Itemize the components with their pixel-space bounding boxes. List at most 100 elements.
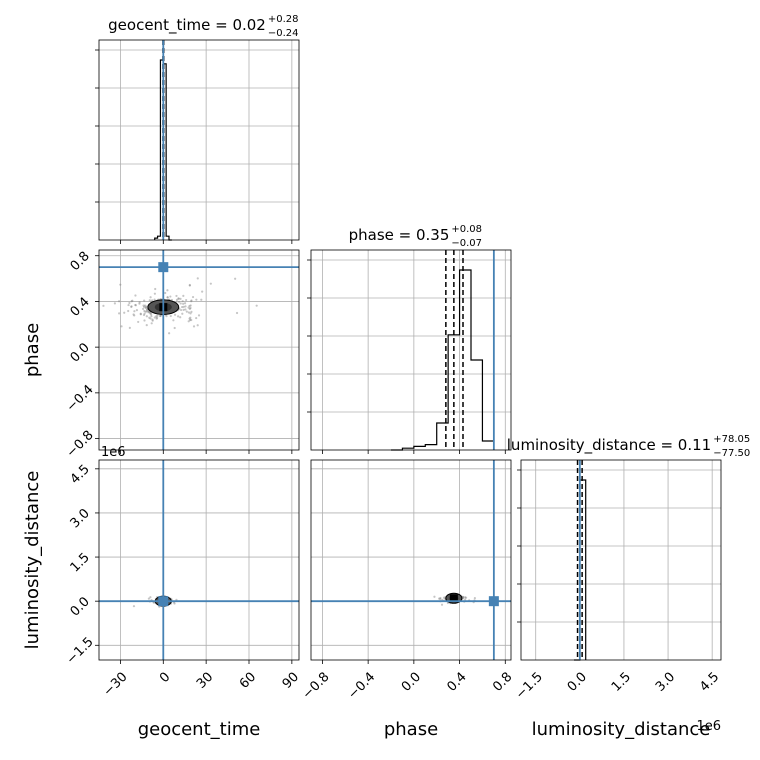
sample-point bbox=[255, 304, 258, 307]
sample-point bbox=[133, 314, 136, 317]
sample-point bbox=[196, 277, 199, 280]
sample-point bbox=[143, 299, 146, 302]
sample-point bbox=[192, 325, 196, 328]
panel-title: phase = 0.35 bbox=[349, 226, 450, 244]
sample-point bbox=[440, 603, 444, 606]
sample-point bbox=[181, 312, 184, 315]
sample-point bbox=[142, 313, 146, 317]
sample-point bbox=[128, 301, 131, 305]
sample-point bbox=[188, 284, 191, 287]
sample-point bbox=[142, 304, 145, 307]
title-upper-error: +78.05 bbox=[713, 434, 750, 445]
x-tick-label: −1.5 bbox=[513, 670, 546, 703]
x-tick-label: 0.0 bbox=[565, 670, 590, 695]
sample-point bbox=[179, 297, 182, 300]
sample-point bbox=[179, 308, 183, 312]
panel-phase-vs-luminosity_distance bbox=[310, 459, 512, 664]
y-tick-label: 0.4 bbox=[68, 295, 93, 320]
sample-point bbox=[143, 312, 146, 315]
sample-point bbox=[146, 308, 149, 311]
sample-point bbox=[148, 312, 152, 315]
sample-point bbox=[169, 314, 172, 318]
x-tick-label: 0.4 bbox=[445, 670, 470, 695]
sample-point bbox=[209, 282, 212, 285]
truth-marker bbox=[488, 596, 499, 607]
x-tick-label: 3.0 bbox=[653, 670, 678, 695]
sample-point bbox=[118, 312, 121, 315]
sample-point bbox=[131, 299, 134, 302]
sample-point bbox=[148, 316, 151, 319]
sample-point bbox=[197, 314, 201, 317]
sample-point bbox=[155, 316, 159, 319]
panel-title: luminosity_distance = 0.11 bbox=[507, 436, 711, 455]
sample-point bbox=[148, 299, 151, 302]
x-axis-label-luminosity_distance: luminosity_distance bbox=[532, 719, 711, 740]
sample-point bbox=[187, 320, 190, 323]
sample-point bbox=[172, 319, 175, 322]
y-tick-label: 4.5 bbox=[68, 462, 93, 487]
sample-point bbox=[150, 322, 153, 325]
y-tick-label: 0.8 bbox=[68, 249, 93, 274]
sample-point bbox=[461, 595, 465, 598]
sample-point bbox=[150, 313, 153, 316]
sample-point bbox=[169, 295, 172, 298]
sample-point bbox=[102, 304, 105, 307]
x-offset-text: 1e6 bbox=[696, 719, 721, 734]
sample-point bbox=[149, 596, 152, 599]
sample-point bbox=[134, 303, 137, 307]
panel-title: geocent_time = 0.02 bbox=[108, 16, 266, 35]
sample-point bbox=[183, 302, 187, 305]
sample-point bbox=[144, 310, 147, 313]
x-tick-label: −0.8 bbox=[300, 670, 333, 703]
sample-point bbox=[176, 315, 180, 318]
title-lower-error: −0.07 bbox=[451, 238, 482, 249]
sample-point bbox=[137, 320, 140, 324]
title-lower-error: −77.50 bbox=[713, 448, 750, 459]
title-upper-error: +0.28 bbox=[268, 14, 299, 25]
sample-point bbox=[185, 310, 188, 313]
panel-frame bbox=[310, 459, 512, 661]
sample-point bbox=[156, 314, 159, 317]
sample-point bbox=[182, 302, 185, 305]
sample-point bbox=[149, 317, 152, 320]
sample-point bbox=[130, 305, 133, 308]
x-tick-label: −0.4 bbox=[345, 670, 378, 703]
sample-point bbox=[145, 315, 148, 318]
x-axis-label-geocent_time: geocent_time bbox=[138, 719, 261, 740]
x-tick-label: 30 bbox=[194, 670, 216, 692]
sample-point bbox=[135, 309, 139, 312]
sample-point bbox=[138, 302, 141, 305]
sample-point bbox=[190, 300, 193, 303]
sample-point bbox=[142, 305, 146, 308]
sample-point bbox=[144, 306, 147, 309]
sample-point bbox=[166, 289, 169, 292]
sample-point bbox=[123, 311, 126, 314]
y-tick-label: −0.8 bbox=[64, 428, 97, 461]
sample-point bbox=[143, 319, 146, 322]
sample-point bbox=[144, 306, 147, 310]
x-tick-label: 90 bbox=[280, 670, 302, 692]
sample-point bbox=[438, 597, 441, 600]
panel-frame bbox=[98, 249, 300, 451]
sample-point bbox=[155, 317, 158, 320]
sample-point bbox=[153, 316, 156, 319]
sample-point bbox=[442, 596, 446, 599]
sample-point bbox=[177, 297, 180, 300]
sample-point bbox=[184, 308, 187, 311]
sample-point bbox=[175, 294, 178, 298]
sample-point bbox=[127, 303, 130, 307]
x-axis-label-phase: phase bbox=[384, 719, 438, 740]
sample-point bbox=[145, 310, 148, 313]
sample-point bbox=[464, 596, 467, 599]
panel-frame bbox=[520, 459, 722, 661]
title-lower-error: −0.24 bbox=[268, 28, 299, 39]
sample-point bbox=[145, 305, 148, 308]
y-tick-label: −1.5 bbox=[64, 635, 97, 668]
truth-marker bbox=[158, 262, 169, 273]
sample-point bbox=[139, 312, 142, 315]
sample-point bbox=[188, 319, 192, 322]
y-tick-label: 0.0 bbox=[68, 594, 93, 619]
sample-point bbox=[143, 304, 147, 307]
sample-point bbox=[190, 318, 193, 322]
sample-point bbox=[195, 316, 198, 320]
